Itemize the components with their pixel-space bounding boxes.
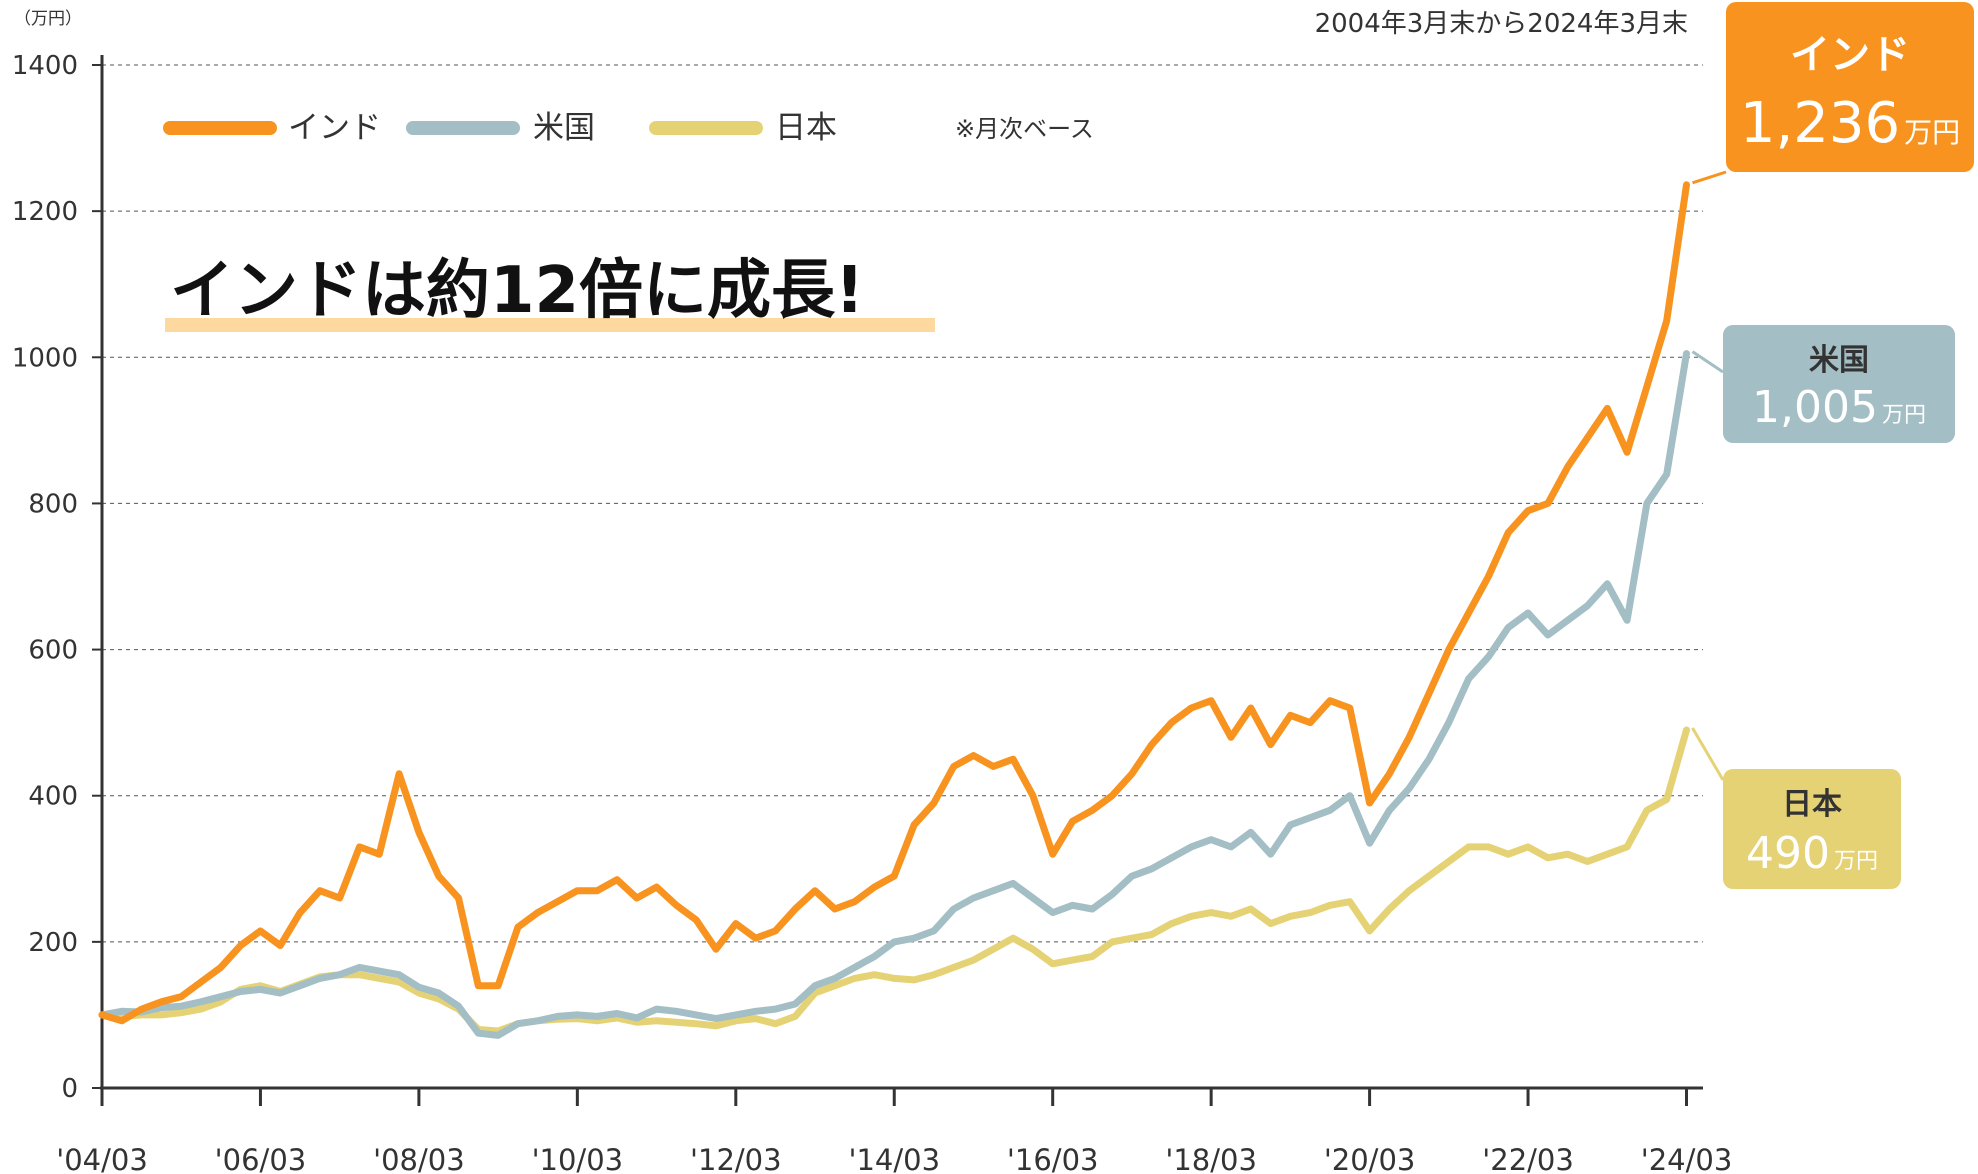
y-tick-label: 1000 xyxy=(12,343,78,373)
callout-india: インド 1,236 万円 xyxy=(1692,2,1974,185)
headline-underline xyxy=(165,318,935,332)
y-tick-label: 200 xyxy=(28,928,78,958)
y-tick-label: 600 xyxy=(28,636,78,666)
x-tick-label: '12/03 xyxy=(690,1143,782,1174)
y-tick-label: 1200 xyxy=(12,197,78,227)
x-tick-label: '20/03 xyxy=(1324,1143,1416,1174)
y-tick-label: 1400 xyxy=(12,51,78,81)
series-line-1 xyxy=(98,350,1690,1039)
callout-usa-connector xyxy=(1691,350,1724,374)
legend-label-usa: 米国 xyxy=(533,110,595,146)
callout-usa: 米国 1,005 万円 xyxy=(1691,325,1955,443)
callout-india-number: 1,236 xyxy=(1740,91,1900,156)
y-tick-label: 400 xyxy=(28,782,78,812)
callout-india-box xyxy=(1726,2,1974,172)
y-axis-ticks: 0 200 400 600 800 1000 1200 1400 xyxy=(12,51,102,1104)
legend-label-japan: 日本 xyxy=(775,110,837,146)
callout-usa-value: 1,005 万円 xyxy=(1752,382,1926,433)
frequency-note: ※月次ベース xyxy=(955,115,1094,143)
y-unit-label: （万円） xyxy=(14,9,82,29)
legend-label-india: インド xyxy=(288,110,381,146)
callout-usa-box xyxy=(1723,325,1955,443)
callout-japan-box xyxy=(1723,769,1901,889)
callout-india-unit: 万円 xyxy=(1904,116,1960,149)
x-tick-label: '24/03 xyxy=(1641,1143,1733,1174)
period-note: 2004年3月末から2024年3月末 xyxy=(1315,9,1688,39)
callout-usa-unit: 万円 xyxy=(1882,403,1926,428)
x-tick-label: '06/03 xyxy=(215,1143,307,1174)
x-tick-label: '08/03 xyxy=(373,1143,465,1174)
x-tick-label: '18/03 xyxy=(1165,1143,1257,1174)
x-tick-label: '14/03 xyxy=(848,1143,940,1174)
callout-japan-title: 日本 xyxy=(1782,787,1842,822)
callout-japan-number: 490 xyxy=(1746,828,1830,879)
callout-usa-number: 1,005 xyxy=(1752,382,1878,433)
series-line-2 xyxy=(98,726,1690,1035)
callout-usa-title: 米国 xyxy=(1809,343,1869,378)
x-tick-label: '22/03 xyxy=(1482,1143,1574,1174)
grid-lines xyxy=(102,64,1703,943)
headline: インドは約12倍に成長! xyxy=(170,254,864,328)
x-tick-label: '16/03 xyxy=(1007,1143,1099,1174)
callout-japan: 日本 490 万円 xyxy=(1691,727,1901,889)
callout-india-connector xyxy=(1692,170,1727,185)
x-axis-ticks: '04/03 '06/03 '08/03 '10/03 '12/03 '14/03 '16/… xyxy=(56,1088,1732,1174)
callout-japan-connector xyxy=(1691,727,1725,781)
x-tick-label: '10/03 xyxy=(532,1143,624,1174)
series-line-0 xyxy=(98,181,1690,1025)
callout-india-title: インド xyxy=(1790,32,1910,78)
callout-japan-unit: 万円 xyxy=(1834,849,1878,874)
series-lines xyxy=(98,181,1690,1039)
y-tick-label: 800 xyxy=(28,489,78,519)
x-tick-label: '04/03 xyxy=(56,1143,148,1174)
y-tick-label: 0 xyxy=(61,1074,78,1104)
callout-japan-value: 490 万円 xyxy=(1746,828,1878,879)
callout-india-value: 1,236 万円 xyxy=(1740,91,1960,156)
legend: インド 米国 日本 ※月次ベース xyxy=(163,110,1094,146)
